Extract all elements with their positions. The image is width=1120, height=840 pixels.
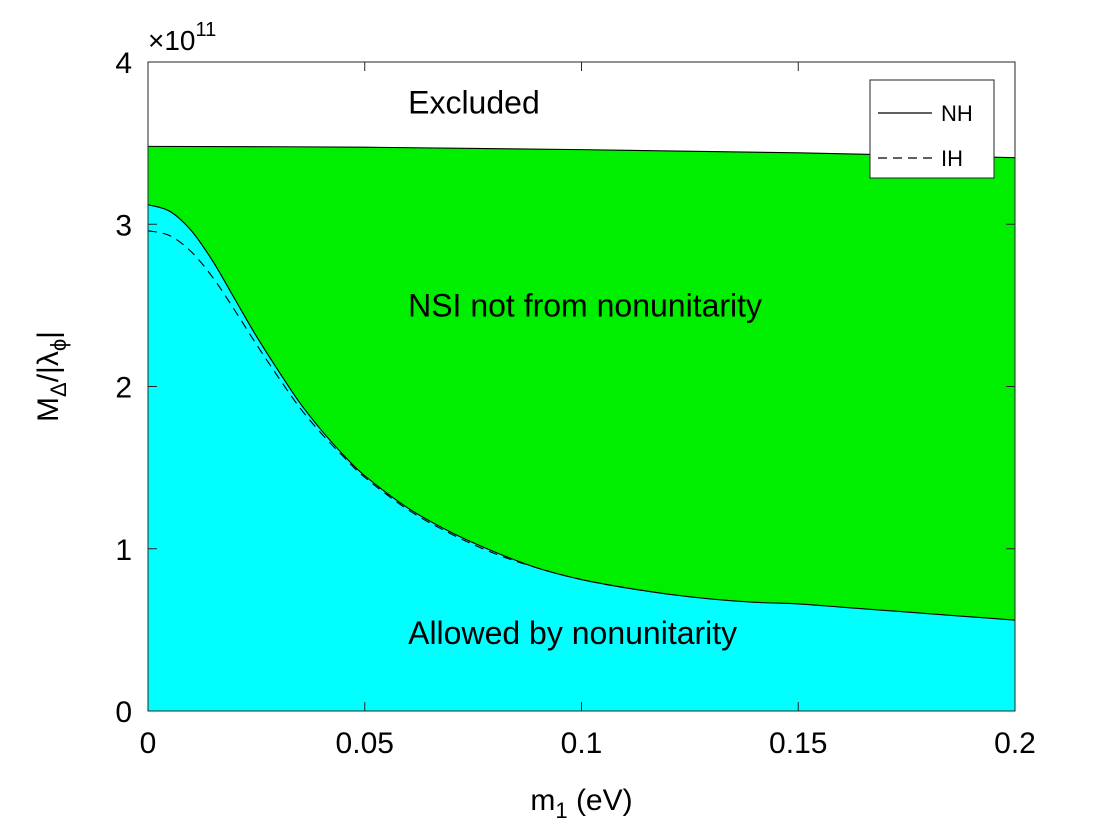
x-tick-label: 0.05 — [336, 727, 394, 760]
y-axis-label: MΔ/|λϕ| — [32, 331, 71, 422]
y-label-end: | — [32, 331, 65, 339]
y-tick-label: 4 — [115, 47, 132, 80]
y-label-main: M — [32, 397, 65, 422]
x-label-sub: 1 — [555, 798, 567, 823]
region-labels: Excluded NSI not from nonunitarity Allow… — [408, 85, 762, 652]
y-label-sub2: ϕ — [46, 339, 71, 351]
ticks-layer: 0 0.05 0.1 0.15 0.2 0 1 2 3 4 — [115, 47, 1036, 760]
region-label-nsi: NSI not from nonunitarity — [408, 287, 762, 323]
legend: NH IH — [869, 79, 995, 179]
region-allowed — [148, 204, 1015, 711]
series-line-ih — [147, 230, 669, 595]
y-tick-label: 2 — [115, 372, 132, 405]
x-tick-label: 0.1 — [561, 727, 603, 760]
y-axis-exponent: ×1011 — [148, 19, 216, 56]
x-label-unit: (eV) — [568, 784, 633, 817]
y-tick-label: 0 — [115, 696, 132, 729]
x-label-main: m — [530, 784, 555, 817]
x-tick-label: 0.2 — [994, 727, 1036, 760]
x-tick-label: 0.15 — [769, 727, 827, 760]
legend-label-nh: NH — [941, 101, 973, 126]
y-label-mid: /|λ — [32, 351, 65, 382]
y-exponent-power: 11 — [196, 19, 217, 41]
region-label-excluded: Excluded — [408, 85, 540, 121]
legend-box — [869, 79, 995, 179]
y-exponent-base: ×10 — [148, 25, 196, 56]
region-label-allowed: Allowed by nonunitarity — [408, 615, 737, 651]
x-tick-label: 0 — [140, 727, 157, 760]
y-label-sub1: Δ — [46, 382, 71, 397]
x-axis-label: m1 (eV) — [530, 784, 632, 823]
y-tick-label: 3 — [115, 209, 132, 242]
series-line-nh — [147, 204, 1016, 621]
y-tick-label: 1 — [115, 534, 132, 567]
legend-label-ih: IH — [941, 146, 963, 171]
